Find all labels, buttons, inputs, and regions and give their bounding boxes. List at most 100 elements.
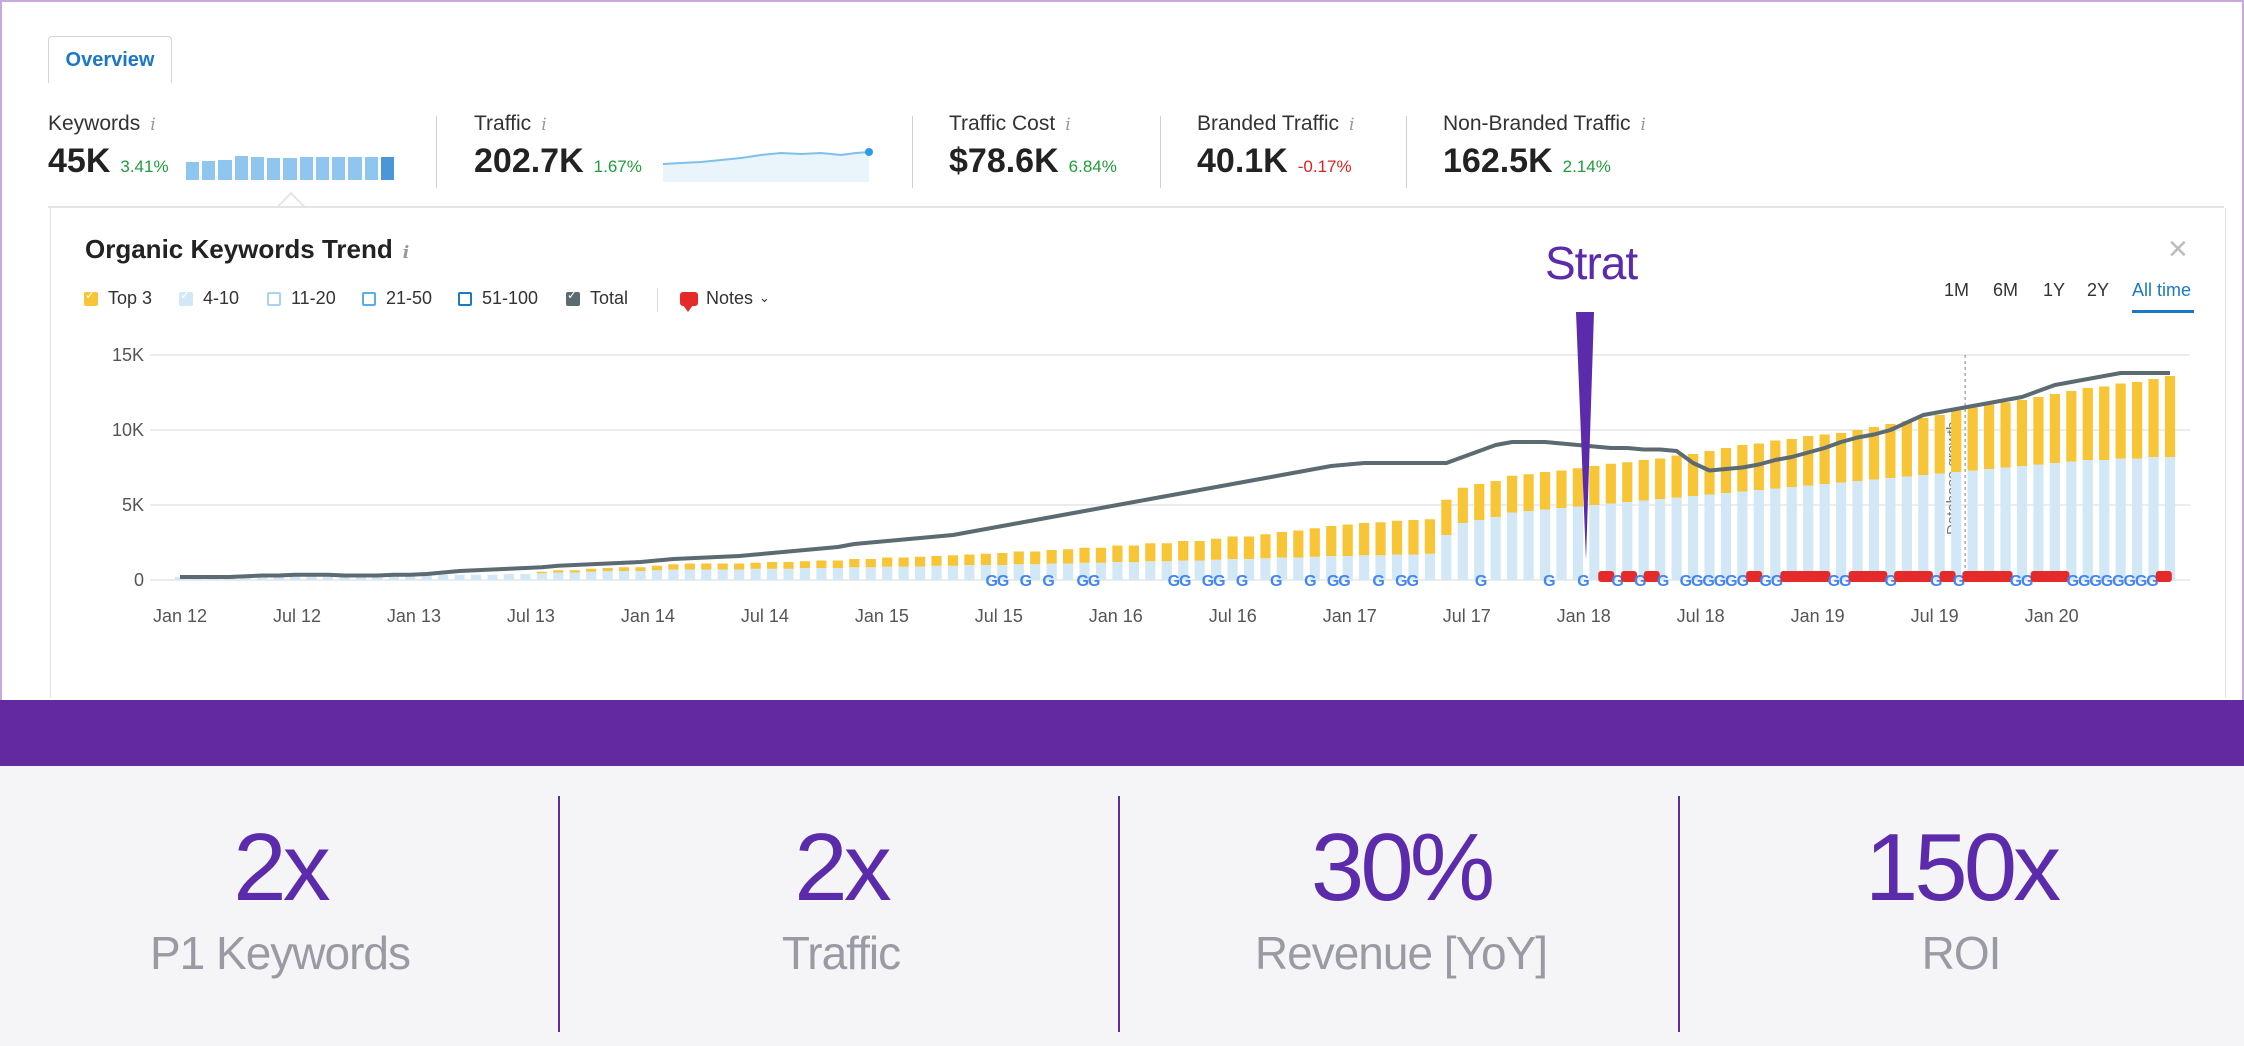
bar-top3 <box>1951 410 1962 472</box>
bar-top3 <box>1309 528 1320 557</box>
metric-traffic-cost[interactable]: Traffic Cost i $78.6K 6.84% <box>949 112 1117 181</box>
bar-4-10 <box>1112 562 1123 580</box>
bar-top3 <box>701 563 712 570</box>
bar-top3 <box>1145 543 1156 562</box>
info-icon[interactable]: i <box>1349 115 1355 135</box>
y-tick-label: 5K <box>122 495 144 515</box>
google-update-icon: G <box>986 573 998 590</box>
google-update-icon: G <box>1577 573 1589 590</box>
stat-label: ROI <box>1921 927 2002 979</box>
x-tick-label: Jan 17 <box>1323 606 1377 626</box>
metric-branded-traffic-value: 40.1K <box>1197 142 1288 180</box>
bar-4-10 <box>701 569 712 580</box>
legend-11-20[interactable]: 11-20 <box>267 288 336 309</box>
x-tick-label: Jul 14 <box>741 606 789 626</box>
close-icon[interactable]: × <box>2168 230 2188 268</box>
bar-4-10 <box>997 565 1008 580</box>
metric-traffic-cost-change: 6.84% <box>1068 157 1117 176</box>
bar-top3 <box>1803 436 1814 486</box>
bar-top3 <box>1046 550 1057 564</box>
bar-4-10 <box>1375 555 1386 580</box>
bar-top3 <box>1852 430 1863 481</box>
bar-top3 <box>1260 534 1271 559</box>
bar-4-10 <box>1720 493 1732 580</box>
bar-top3 <box>1556 470 1567 508</box>
bar-4-10 <box>635 571 646 580</box>
google-update-icon: G <box>1702 573 1714 590</box>
bar-4-10 <box>355 575 367 580</box>
bar-4-10 <box>1243 559 1255 580</box>
bar-4-10 <box>2148 457 2159 580</box>
bar-4-10 <box>2164 457 2176 580</box>
legend-21-50[interactable]: 21-50 <box>362 288 432 309</box>
tab-overview[interactable]: Overview <box>48 36 172 83</box>
metric-non-branded-traffic[interactable]: Non-Branded Traffic i 162.5K 2.14% <box>1443 112 1646 181</box>
info-icon[interactable]: i <box>1065 115 1071 135</box>
google-update-icon: G <box>1634 573 1646 590</box>
info-icon[interactable]: i <box>150 115 156 135</box>
bar-top3 <box>1901 421 1912 477</box>
total-line <box>180 371 2170 579</box>
note-icon <box>2053 571 2070 582</box>
x-tick-label: Jul 17 <box>1443 606 1491 626</box>
metric-traffic-cost-value: $78.6K <box>949 142 1059 180</box>
stat-p1-keywords: 2x P1 Keywords <box>0 766 560 977</box>
google-update-icon: G <box>2146 573 2158 590</box>
info-icon[interactable]: i <box>541 115 547 135</box>
bar-top3 <box>2000 402 2011 468</box>
bar-4-10 <box>1819 484 1830 580</box>
legend-top3[interactable]: Top 3 <box>84 288 152 309</box>
info-icon[interactable]: i <box>402 243 410 263</box>
stat-divider <box>1118 796 1120 1032</box>
bar-top3 <box>2148 379 2159 457</box>
bar-top3 <box>1063 549 1074 564</box>
note-icon <box>1939 571 1956 582</box>
bar-top3 <box>1178 541 1189 561</box>
period-all-time[interactable]: All time <box>2132 280 2192 300</box>
metric-branded-traffic[interactable]: Branded Traffic i 40.1K -0.17% <box>1197 112 1354 181</box>
legend-total[interactable]: Total <box>566 288 628 309</box>
bar-4-10 <box>964 565 975 580</box>
x-tick-label: Jul 15 <box>975 606 1023 626</box>
period-1y[interactable]: 1Y <box>2043 280 2066 300</box>
metric-traffic[interactable]: Traffic i 202.7K 1.67% <box>474 112 642 181</box>
period-6m[interactable]: 6M <box>1993 280 2019 300</box>
metric-traffic-change: 1.67% <box>593 157 642 176</box>
google-update-icon: G <box>1771 573 1783 590</box>
bar-4-10 <box>865 567 876 580</box>
period-1m[interactable]: 1M <box>1944 280 1970 300</box>
bar-top3 <box>1408 520 1419 555</box>
info-icon[interactable]: i <box>1640 115 1646 135</box>
bar-top3 <box>668 564 679 570</box>
bar-4-10 <box>684 569 695 580</box>
bar-4-10 <box>1852 481 1863 580</box>
bar-4-10 <box>1687 496 1699 580</box>
notes-dropdown[interactable]: Notes ⌄ <box>680 288 770 312</box>
bar-4-10 <box>1605 503 1616 580</box>
legend-4-10[interactable]: 4-10 <box>179 288 239 309</box>
bar-4-10 <box>1572 506 1584 580</box>
google-update-icon: G <box>1759 573 1771 590</box>
metric-keywords[interactable]: Keywords i 45K 3.41% <box>48 112 169 181</box>
bar-top3 <box>1457 487 1468 523</box>
bar-4-10 <box>766 568 778 580</box>
legend-51-100[interactable]: 51-100 <box>458 288 538 309</box>
bar-4-10 <box>1408 554 1419 580</box>
bar-top3 <box>2164 376 2176 457</box>
bar-4-10 <box>734 569 745 580</box>
bar-4-10 <box>717 569 728 580</box>
bar-top3 <box>569 570 580 573</box>
bar-top3 <box>1704 451 1715 495</box>
bar-top3 <box>1934 415 1945 474</box>
bar-top3 <box>1589 466 1600 505</box>
google-update-icon: G <box>1327 573 1339 590</box>
checkbox-icon <box>566 288 580 306</box>
period-2y[interactable]: 2Y <box>2087 280 2110 300</box>
bar-top3 <box>536 571 547 574</box>
bar-4-10 <box>618 571 630 580</box>
bar-top3 <box>997 553 1008 565</box>
bar-top3 <box>1112 545 1123 562</box>
bar-4-10 <box>1194 560 1205 580</box>
bar-4-10 <box>536 573 547 580</box>
bar-4-10 <box>586 571 597 580</box>
